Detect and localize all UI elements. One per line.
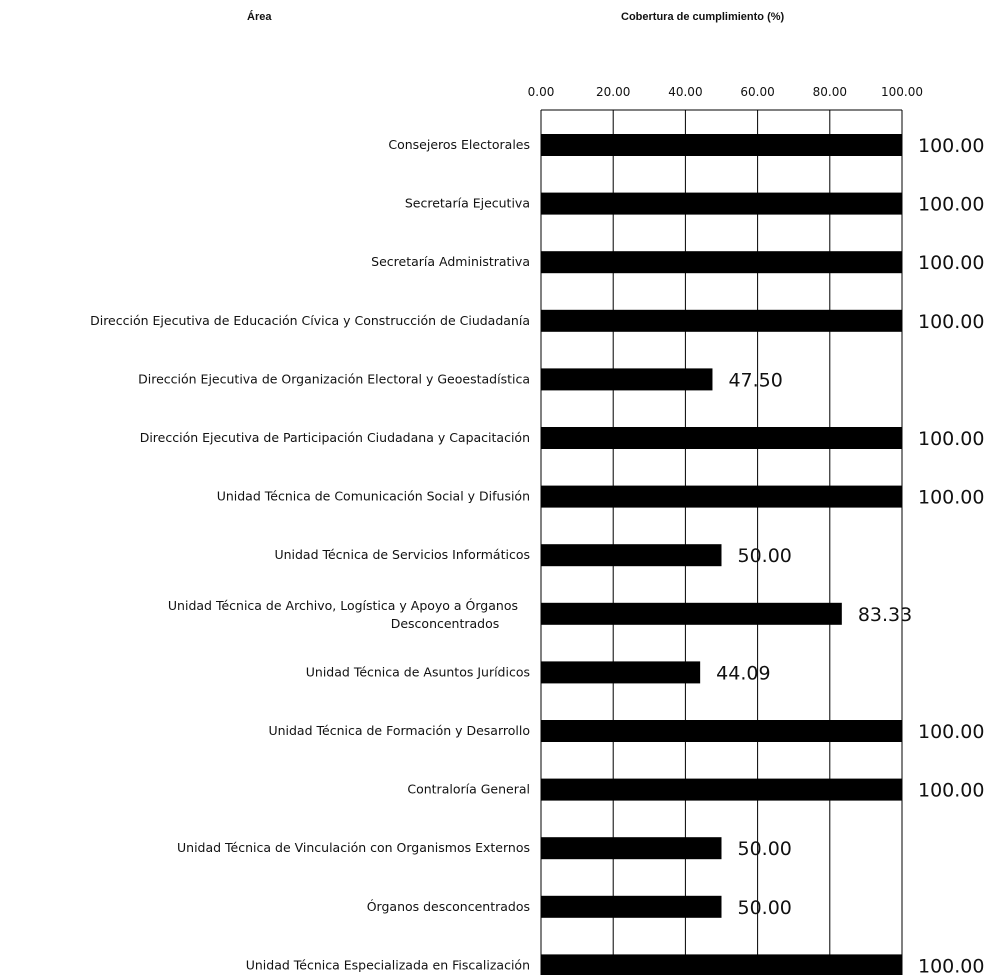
x-tick-label: 100.00	[881, 85, 923, 99]
category-label: Dirección Ejecutiva de Participación Ciu…	[140, 430, 530, 445]
bar	[541, 778, 902, 801]
data-label: 100.00	[918, 311, 984, 333]
data-labels: 100.00 100.00 100.00 100.00 47.50 100.00 100.0…	[716, 135, 984, 975]
category-label: Unidad Técnica de Comunicación Social y …	[217, 489, 530, 504]
category-label: Unidad Técnica de Servicios Informáticos	[274, 547, 530, 562]
data-label: 47.50	[728, 369, 782, 391]
bar	[541, 134, 902, 156]
x-tick-label: 60.00	[740, 85, 774, 99]
bar	[541, 895, 722, 918]
category-label: Unidad Técnica Especializada en Fiscaliz…	[246, 957, 530, 972]
category-label: Consejeros Electorales	[388, 137, 530, 152]
x-tick-label: 0.00	[528, 85, 555, 99]
data-label: 100.00	[918, 252, 984, 274]
data-label: 83.33	[858, 604, 912, 626]
bar	[541, 837, 722, 860]
data-label: 50.00	[738, 838, 792, 860]
category-label: Dirección Ejecutiva de Educación Cívica …	[90, 313, 530, 328]
bar	[541, 602, 842, 625]
category-label: Unidad Técnica de Asuntos Jurídicos	[306, 664, 530, 679]
data-label: 100.00	[918, 487, 984, 509]
bar	[541, 720, 902, 742]
category-label: Secretaría Ejecutiva	[405, 196, 530, 211]
data-label: 100.00	[918, 780, 984, 802]
category-label: Unidad Técnica de Archivo, Logística y A…	[168, 598, 518, 631]
data-label: 100.00	[918, 721, 984, 743]
bar	[541, 661, 701, 684]
area-column-header: Área	[247, 11, 272, 23]
bar	[541, 192, 902, 215]
data-label: 44.09	[716, 662, 770, 684]
category-label: Órganos desconcentrados	[367, 899, 530, 914]
category-label: Unidad Técnica de Formación y Desarrollo	[268, 723, 530, 738]
category-label: Dirección Ejecutiva de Organización Elec…	[138, 371, 530, 386]
data-label: 100.00	[918, 135, 984, 157]
bar	[541, 368, 713, 391]
bar	[541, 485, 902, 508]
bar	[541, 544, 722, 567]
bar	[541, 954, 902, 975]
x-tick-label: 80.00	[813, 85, 847, 99]
bar	[541, 427, 902, 449]
bars	[541, 134, 902, 975]
data-label: 50.00	[738, 897, 792, 919]
bar	[541, 309, 902, 332]
category-labels: Consejeros Electorales Secretaría Ejecuti…	[90, 137, 530, 972]
category-label: Contraloría General	[407, 782, 530, 797]
category-label: Unidad Técnica de Vinculación con Organi…	[177, 840, 530, 855]
bar	[541, 251, 902, 274]
data-label: 50.00	[738, 545, 792, 567]
data-label: 100.00	[918, 194, 984, 216]
data-label: 100.00	[918, 428, 984, 450]
x-tick-label: 40.00	[668, 85, 702, 99]
coverage-column-header: Cobertura de cumplimiento (%)	[621, 11, 785, 23]
x-tick-labels: 0.00 20.00 40.00 60.00 80.00 100.00	[528, 85, 923, 99]
x-tick-label: 20.00	[596, 85, 630, 99]
data-label: 100.00	[918, 955, 984, 975]
category-label: Secretaría Administrativa	[371, 254, 530, 269]
